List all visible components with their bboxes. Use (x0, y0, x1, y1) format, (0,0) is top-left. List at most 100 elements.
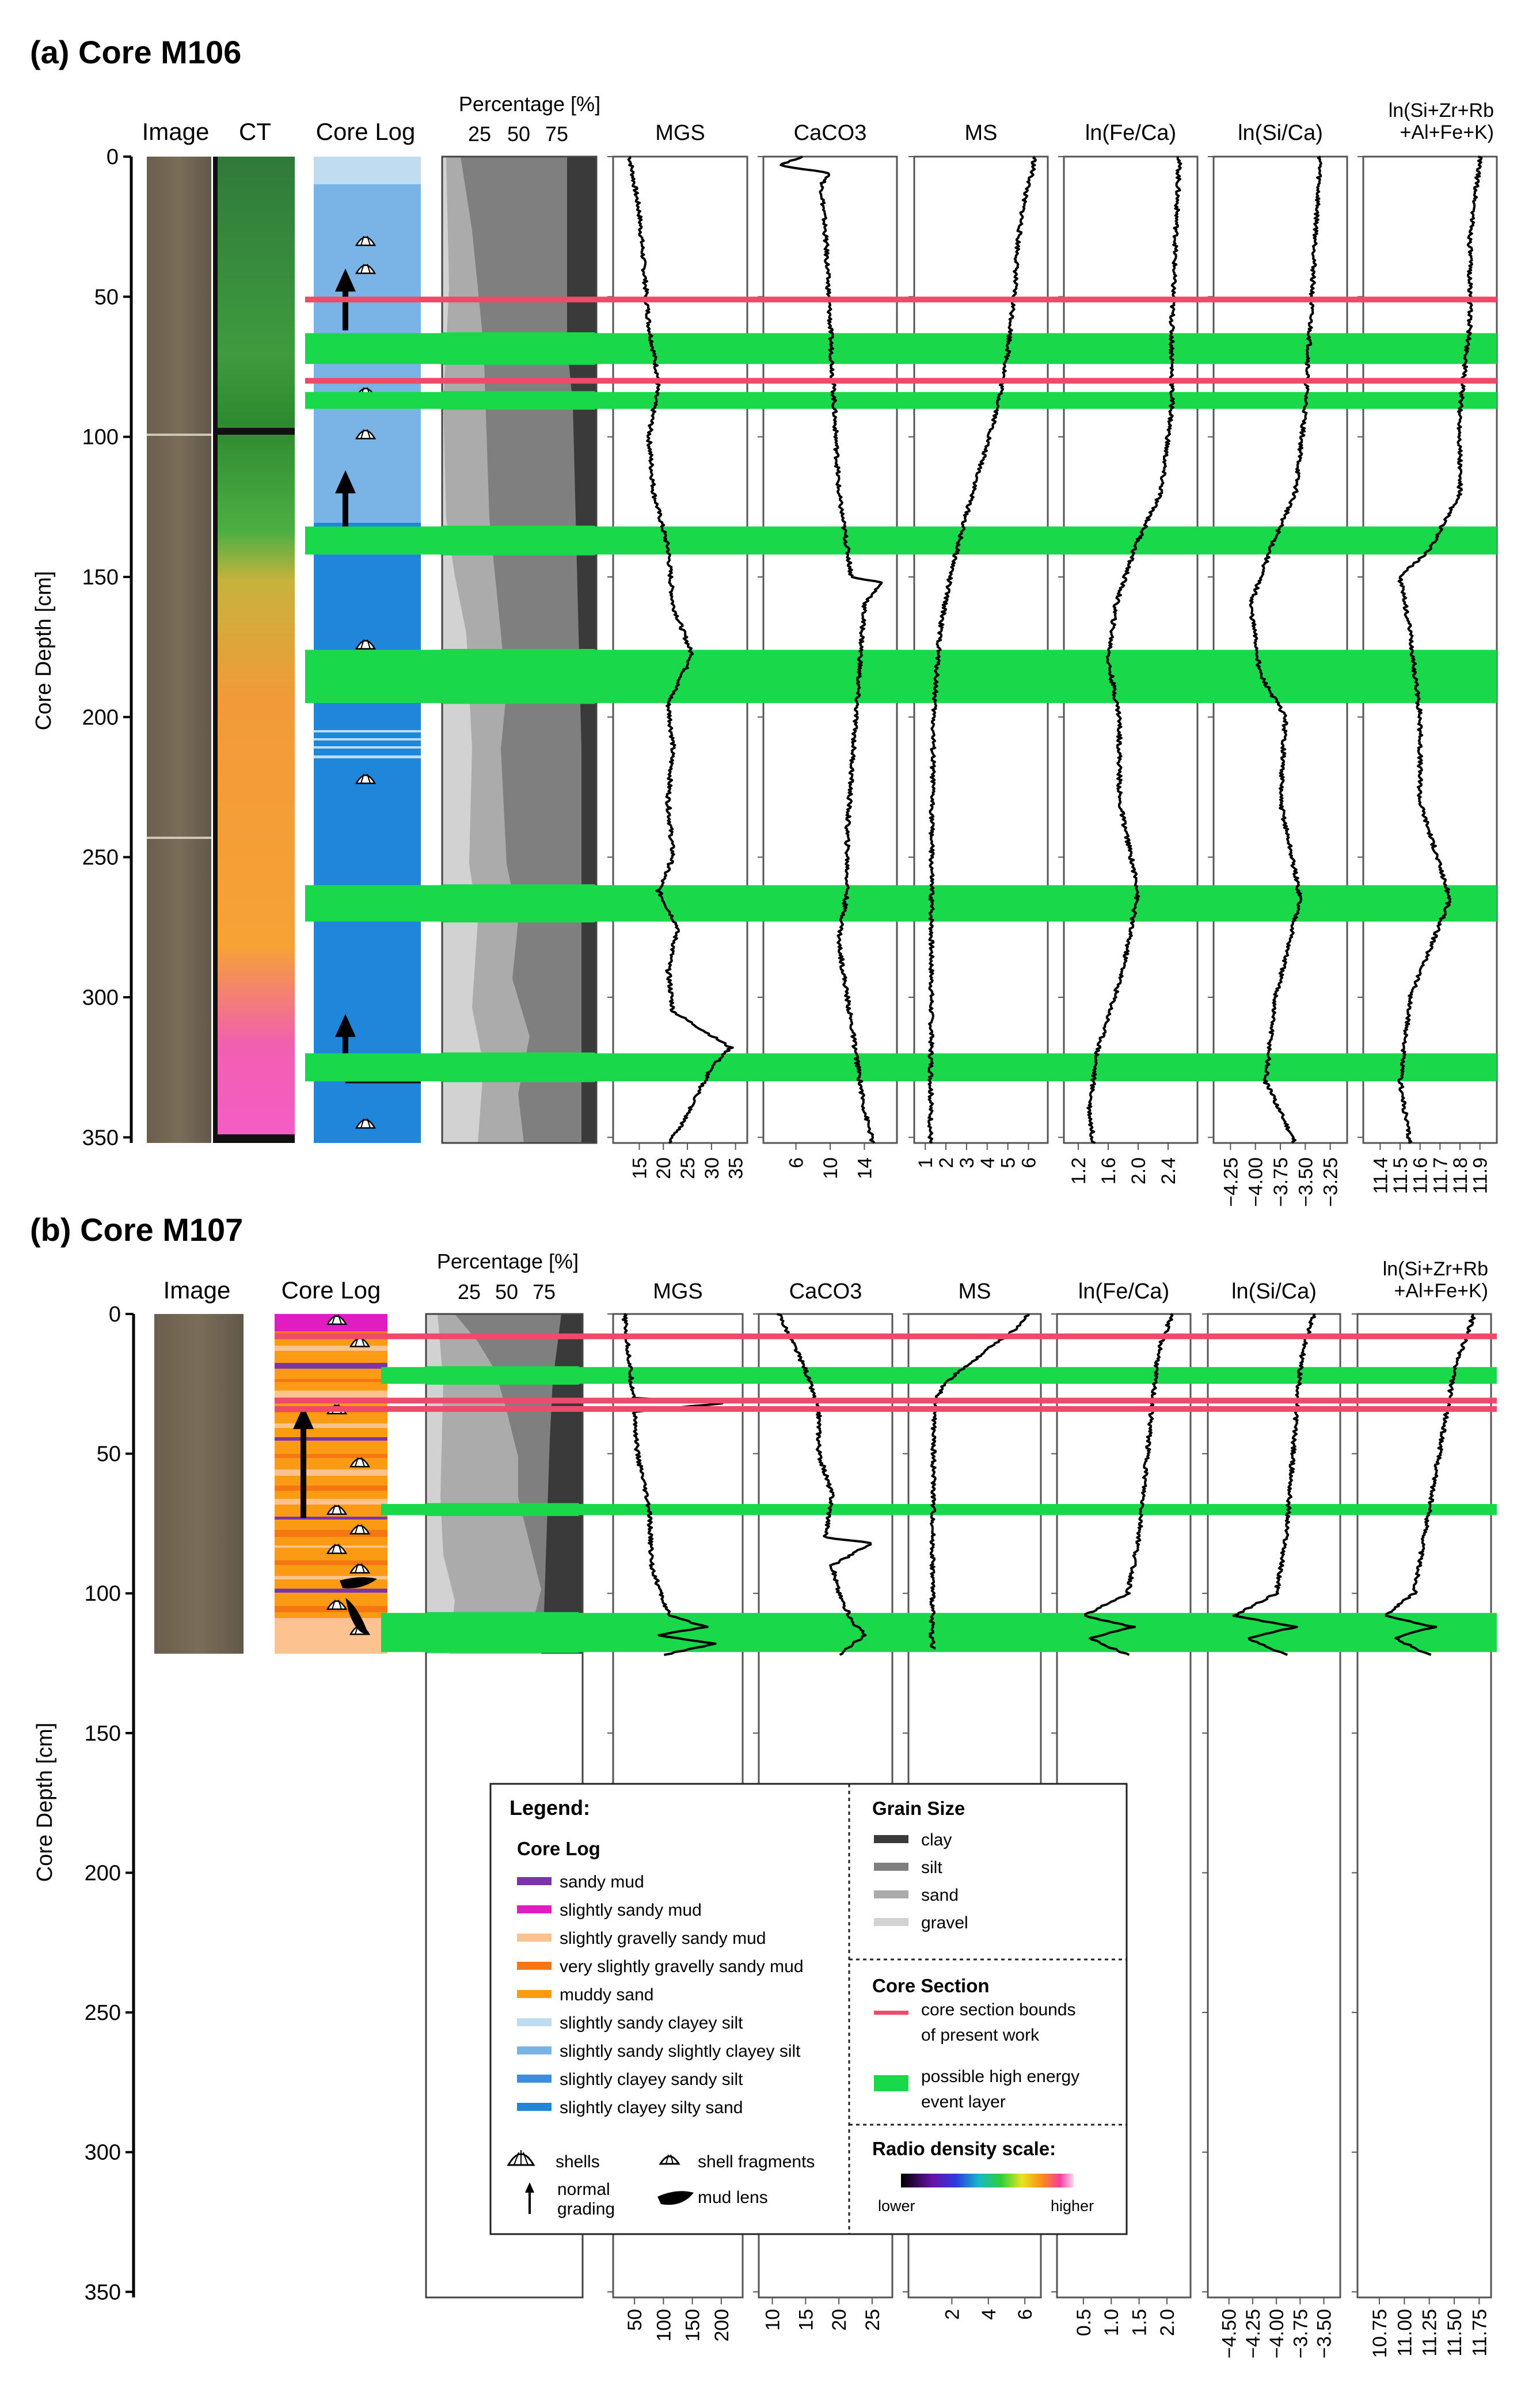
series-line-0 (627, 156, 734, 1144)
panel-b-depth-label: Core Depth [cm] (33, 1723, 57, 1882)
event-layer-outline (426, 1612, 579, 1653)
x-tick-label: 100 (653, 2309, 675, 2342)
shell-icon (355, 774, 377, 784)
x-tick-label: 11.75 (1469, 2309, 1490, 2357)
legend-grain-label: silt (921, 1858, 942, 1877)
x-tick-label: −4.00 (1245, 1157, 1267, 1207)
legend-box (489, 1783, 1128, 2235)
legend-corelog-items: sandy mud slightly sandy mud slightly grav… (517, 1873, 804, 2117)
panel-a-ct-header: CT (239, 118, 271, 145)
series-frame (1207, 1313, 1341, 2299)
x-tick-label: 20 (653, 1157, 675, 1179)
series-line-5 (1385, 1313, 1476, 1656)
x-tick-label: 25 (677, 1157, 699, 1179)
series-line-1 (777, 1313, 872, 1656)
legend-shell-fragments-label: shell fragments (698, 2152, 815, 2171)
shell-icon (355, 639, 377, 650)
panel-a-ct-gap (216, 428, 295, 435)
corelog-stripe (275, 1454, 387, 1458)
event-layer-outline (426, 1366, 579, 1385)
panel-b-title: (b) Core M107 (30, 1211, 243, 1248)
x-tick-label: 1.2 (1068, 1157, 1090, 1184)
depth-tick-label: 300 (85, 2141, 121, 2165)
series-line-5 (1397, 155, 1483, 1144)
x-tick-label: 11.6 (1410, 1157, 1432, 1194)
legend-corelog-label: very slightly gravelly sandy mud (560, 1957, 804, 1976)
legend-event-swatch (874, 2075, 908, 2091)
corelog-stripe (275, 1517, 387, 1520)
x-tick-label: −3.50 (1295, 1157, 1317, 1207)
legend-corelog-label: slightly clayey sandy silt (560, 2070, 743, 2089)
legend-grain-swatch (874, 1918, 908, 1926)
shell-icon (349, 1563, 371, 1574)
panel-b-pct-tick-50: 50 (495, 1280, 518, 1304)
series-header: ln(Si+Zr+Rb +Al+Fe+K) (1389, 100, 1494, 143)
event-layer-outline (442, 1052, 595, 1083)
x-tick-label: 1.6 (1098, 1157, 1120, 1184)
legend-grain-label: sand (921, 1886, 959, 1905)
event-layer-band (305, 1053, 1497, 1081)
x-tick-label: 2.4 (1158, 1157, 1180, 1184)
corelog-stripe (275, 1346, 387, 1351)
panel-b-event-layers (381, 1366, 1497, 1653)
shell-icon (355, 429, 377, 440)
panel-a-ct-scan (216, 157, 295, 1143)
legend-corelog-swatch (517, 2018, 552, 2026)
legend-grain-swatch (874, 1835, 908, 1843)
legend-corelog-title: Core Log (517, 1838, 600, 1859)
panel-a-pct-tick-25: 25 (468, 122, 491, 146)
series-header: MGS (653, 1279, 703, 1304)
x-tick-label: 15 (629, 1157, 651, 1179)
legend: Legend: Core Log sandy mud slightly sandy… (489, 1783, 1128, 2235)
legend-mud-lens-label: mud lens (698, 2188, 768, 2207)
legend-bounds-label: core section bounds of present work (921, 2000, 1076, 2045)
legend-corelog-swatch (517, 1934, 552, 1942)
x-tick-label: 25 (862, 2309, 884, 2331)
depth-tick-label: 200 (82, 705, 119, 730)
series-header: MS (965, 121, 998, 145)
x-tick-label: 10 (820, 1157, 842, 1179)
panel-a-corelog-top (314, 157, 421, 184)
panel-a-section-bounds (305, 297, 1497, 384)
legend-grain-label: gravel (921, 1913, 968, 1932)
depth-tick-label: 250 (82, 846, 119, 870)
panel-a-depth-ticks: 0 50 100 150 200 250 300 350 (82, 145, 131, 1150)
panel-b-corelog (275, 1314, 387, 1654)
shell-icon (349, 1457, 371, 1468)
x-tick-label: 2.0 (1157, 2309, 1178, 2336)
panel-b-x-ticks: 50 100 150 200 10 15 20 25 2 4 6 0.5 1.0 1.5 2.0 −4.50−… (624, 2297, 1490, 2358)
legend-corelog-label: slightly sandy clayey silt (560, 2014, 743, 2033)
corelog-stripe (275, 1560, 387, 1565)
x-tick-label: 10.75 (1369, 2309, 1391, 2358)
event-layer-outline (442, 332, 595, 365)
panel-a-core-image (147, 157, 211, 1143)
legend-coresection-title: Core Section (872, 1975, 990, 1996)
panel-b-series-headers: MGS CaCO3 MS ln(Fe/Ca) ln(Si/Ca) ln(Si+Zr+Rb +… (653, 1258, 1488, 1304)
x-tick-label: 4 (977, 1157, 999, 1168)
x-tick-label: 35 (725, 1157, 747, 1179)
x-tick-label: 50 (624, 2309, 646, 2331)
legend-shells-label: shells (556, 2152, 600, 2171)
legend-normal-grading-icon (525, 2182, 534, 2214)
x-tick-label: 3 (956, 1157, 978, 1168)
legend-grainsize-items: clay silt sand gravel (874, 1830, 968, 1932)
series-line-2 (929, 1313, 1030, 1650)
shell-icon (349, 1524, 371, 1535)
panel-b-grading-arrows (293, 1406, 314, 1518)
x-tick-label: 1 (915, 1157, 937, 1168)
panel-a-corelog-lower (314, 523, 421, 1143)
x-tick-label: 11.5 (1390, 1157, 1412, 1194)
x-tick-label: 30 (701, 1157, 723, 1179)
panel-a-event-layers (305, 332, 1497, 1083)
x-tick-label: 4 (978, 2309, 1000, 2320)
corelog-stripe (275, 1363, 387, 1369)
legend-grainsize-title: Grain Size (872, 1798, 965, 1819)
panel-a-depth-label: Core Depth [cm] (32, 571, 56, 731)
x-tick-label: 150 (682, 2309, 704, 2342)
legend-corelog-label: sandy mud (560, 1873, 644, 1892)
x-tick-label: −4.25 (1242, 2309, 1264, 2358)
legend-corelog-label: slightly sandy mud (560, 1901, 702, 1920)
event-layer-band (305, 885, 1497, 922)
event-layer-outline (426, 1503, 579, 1516)
